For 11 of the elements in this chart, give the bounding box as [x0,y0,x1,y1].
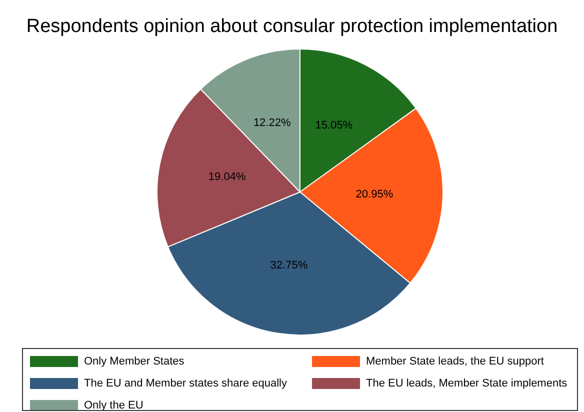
chart-title: Respondents opinion about consular protection implementation [26,16,558,37]
data-label: 12.22% [253,116,291,129]
data-label: 20.95% [356,188,394,200]
legend-label: Only Member States [84,356,185,368]
data-label: 19.04% [208,170,246,183]
legend-label: The EU leads, Member State implements [366,378,568,390]
legend-label: Member State leads, the EU support [366,356,544,368]
legend-label: Only the EU [84,400,144,412]
data-label: 32.75% [270,260,308,272]
legend-label: The EU and Member states share equally [84,378,288,390]
data-label: 15.05% [315,120,353,132]
